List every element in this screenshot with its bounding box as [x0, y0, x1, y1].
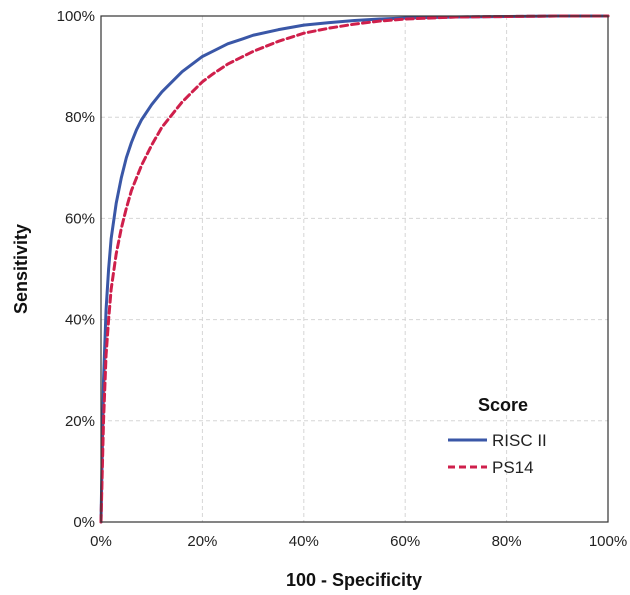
legend-label-risc-ii: RISC II [492, 431, 547, 450]
x-tick-label: 100% [589, 533, 627, 550]
x-axis-title: 100 - Specificity [286, 570, 422, 590]
x-tick-label: 80% [492, 533, 522, 550]
y-tick-label: 80% [65, 109, 95, 126]
x-tick-label: 40% [289, 533, 319, 550]
series-line-risc-ii [99, 14, 610, 524]
x-tick-label: 20% [187, 533, 217, 550]
y-tick-labels: 0% 20% 40% 60% 80% 100% [57, 8, 95, 531]
grid-layer [101, 16, 608, 522]
series-line-ps14 [99, 14, 610, 524]
y-tick-label: 40% [65, 312, 95, 329]
y-tick-label: 60% [65, 210, 95, 227]
plot-frame [100, 15, 609, 523]
x-tick-label: 0% [90, 533, 112, 550]
y-tick-label: 20% [65, 413, 95, 430]
y-axis-title: Sensitivity [11, 224, 31, 314]
series-layer [99, 14, 610, 524]
legend-title: Score [478, 395, 528, 415]
x-tick-label: 60% [390, 533, 420, 550]
legend-label-ps14: PS14 [492, 458, 534, 477]
y-tick-label: 100% [57, 8, 95, 25]
y-tick-label: 0% [73, 514, 95, 531]
legend: Score RISC II PS14 [448, 395, 547, 477]
x-tick-labels: 0% 20% 40% 60% 80% 100% [90, 533, 627, 550]
